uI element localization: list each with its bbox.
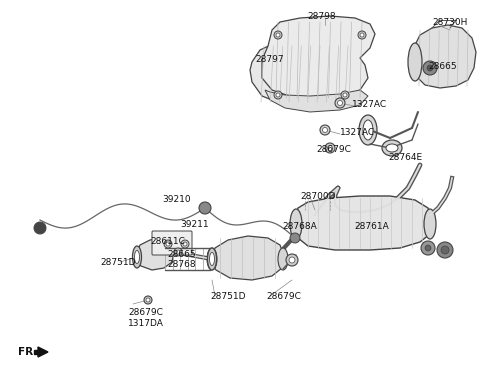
Circle shape [360,33,364,37]
Circle shape [274,31,282,39]
Circle shape [176,250,180,254]
Circle shape [276,93,280,97]
Circle shape [327,145,333,150]
Ellipse shape [359,115,377,145]
Polygon shape [38,347,48,357]
Bar [34,350,40,354]
Text: 28751D: 28751D [210,292,245,301]
Text: 28665: 28665 [167,250,196,259]
Circle shape [323,128,327,132]
Polygon shape [262,16,375,100]
Circle shape [34,222,46,234]
Circle shape [358,31,366,39]
Text: 28679C: 28679C [316,145,351,154]
Ellipse shape [207,248,216,270]
Text: 28679C: 28679C [266,292,301,301]
Text: 28761A: 28761A [354,222,389,231]
Circle shape [199,202,211,214]
Circle shape [181,240,189,248]
Text: 28700D: 28700D [300,192,336,201]
Text: 28764E: 28764E [388,153,422,162]
Circle shape [341,91,349,99]
Circle shape [437,242,453,258]
Text: FR.: FR. [18,347,37,357]
Ellipse shape [290,209,302,239]
Ellipse shape [133,247,141,267]
Text: 28768A: 28768A [282,222,317,231]
Polygon shape [265,90,368,112]
Circle shape [427,65,433,71]
Text: 28768: 28768 [167,260,196,269]
Text: 28665: 28665 [428,62,456,71]
Circle shape [289,257,295,263]
Text: 39211: 39211 [180,220,209,229]
Circle shape [144,296,152,304]
Ellipse shape [134,251,140,263]
Circle shape [276,33,280,37]
Circle shape [325,143,335,153]
Text: 28797: 28797 [255,55,284,64]
Circle shape [274,91,282,99]
Circle shape [174,248,182,256]
Text: 1327AC: 1327AC [352,100,387,109]
Ellipse shape [209,253,215,266]
Polygon shape [136,238,174,270]
Polygon shape [250,40,358,106]
Text: 28751D: 28751D [100,258,135,267]
Circle shape [166,242,170,246]
Circle shape [164,240,172,248]
Polygon shape [210,236,284,280]
Text: 28679C: 28679C [128,308,163,317]
Polygon shape [294,196,432,250]
Text: 39210: 39210 [162,195,191,204]
Ellipse shape [386,144,398,152]
Ellipse shape [207,248,217,270]
Circle shape [425,245,431,251]
Circle shape [290,233,300,243]
Text: 1317DA: 1317DA [128,319,164,328]
Text: 28611C: 28611C [150,237,185,246]
Circle shape [343,93,347,97]
Text: 1327AC: 1327AC [340,128,375,137]
Text: 28798: 28798 [308,12,336,21]
Ellipse shape [132,246,142,268]
FancyBboxPatch shape [152,231,192,255]
Ellipse shape [408,43,422,81]
Circle shape [421,241,435,255]
Circle shape [335,98,345,108]
Ellipse shape [363,120,373,140]
Ellipse shape [424,209,436,239]
Polygon shape [410,25,476,88]
Circle shape [146,298,150,302]
Circle shape [337,100,343,106]
Text: 28730H: 28730H [432,18,468,27]
Circle shape [320,125,330,135]
Circle shape [183,242,187,246]
Ellipse shape [278,248,288,270]
Circle shape [441,246,449,254]
Ellipse shape [382,140,402,156]
Circle shape [423,61,437,75]
Circle shape [286,254,298,266]
